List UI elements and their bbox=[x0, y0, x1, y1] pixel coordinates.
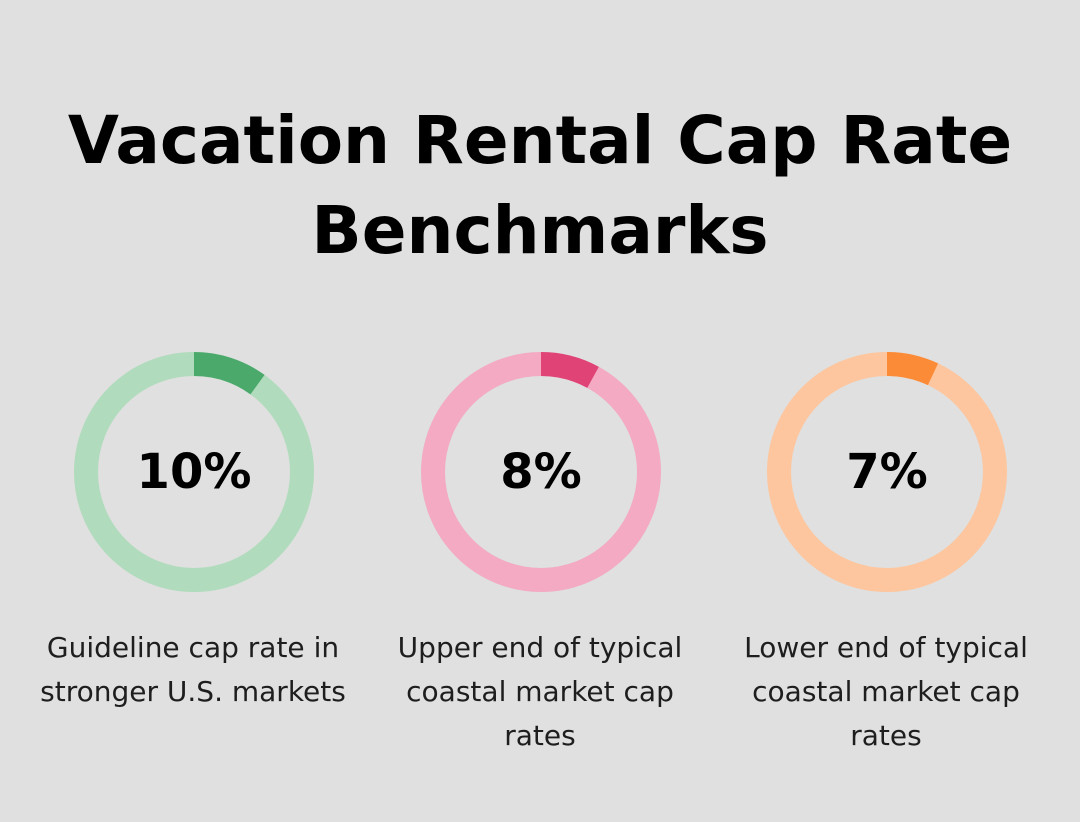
title-line-2: Benchmarks bbox=[311, 192, 769, 269]
donut-arc-2 bbox=[421, 352, 661, 592]
donut-value-3: 7% bbox=[846, 444, 928, 500]
donut-caption-2: Upper end of typical coastal market cap … bbox=[397, 631, 683, 752]
title-line-1: Vacation Rental Cap Rate bbox=[67, 102, 1013, 179]
donut-value-2: 8% bbox=[500, 444, 582, 500]
donut-arc-3 bbox=[767, 352, 1007, 592]
donut-chart-1 bbox=[72, 350, 316, 594]
page-title: Vacation Rental Cap Rate Benchmarks bbox=[0, 96, 1080, 276]
donut-chart-3 bbox=[765, 350, 1009, 594]
donut-caption-1: Guideline cap rate in stronger U.S. mark… bbox=[40, 631, 346, 708]
donut-arc-1 bbox=[74, 352, 314, 592]
donut-caption-3: Lower end of typical coastal market cap … bbox=[744, 631, 1028, 752]
donut-value-1: 10% bbox=[136, 444, 252, 500]
donut-chart-2 bbox=[419, 350, 663, 594]
